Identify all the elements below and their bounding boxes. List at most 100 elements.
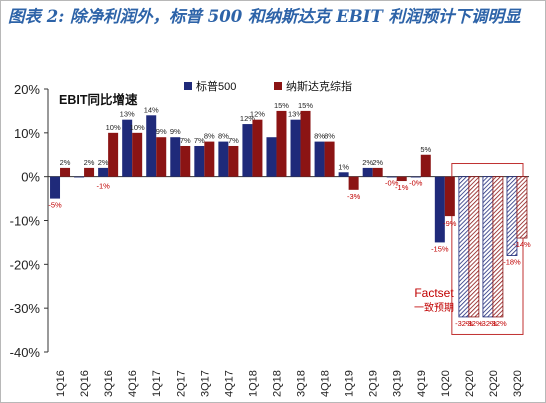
- x-tick-label: 4Q19: [416, 370, 428, 397]
- bar-sp500: [482, 176, 494, 318]
- bar-nasdaq: [444, 176, 455, 217]
- data-label-nasdaq: 8%: [324, 132, 335, 141]
- data-label-nasdaq: -3%: [347, 192, 361, 201]
- data-label-sp500: 13%: [120, 110, 135, 119]
- data-label-nasdaq: -32%: [465, 319, 483, 328]
- bar-sp500: [458, 176, 470, 318]
- bar-nasdaq: [84, 167, 95, 177]
- x-tick-label: 2Q20: [488, 370, 500, 397]
- annotation-factset: Factset: [414, 286, 454, 300]
- bar-sp500: [74, 176, 85, 178]
- data-label-extra: -1%: [96, 182, 110, 191]
- bar-sp500: [314, 141, 325, 177]
- legend-swatch-nasdaq: [274, 82, 282, 90]
- data-label-sp500: 8%: [314, 132, 325, 141]
- bar-nasdaq: [108, 132, 119, 177]
- y-tick-label: 10%: [14, 126, 40, 141]
- forecast-highlight-box: [451, 163, 524, 335]
- bar-sp500: [266, 137, 277, 177]
- data-label-nasdaq: -32%: [489, 319, 507, 328]
- bar-sp500: [146, 115, 157, 177]
- data-label-sp500: 14%: [144, 105, 159, 114]
- bar-sp500: [386, 176, 397, 178]
- bar-sp500: [194, 145, 205, 177]
- data-label-sp500: -0%: [409, 179, 423, 188]
- legend-swatch-sp500: [184, 82, 192, 90]
- y-tick-label: 0%: [21, 170, 40, 185]
- data-label-nasdaq: 10%: [130, 123, 145, 132]
- bar-nasdaq: [156, 137, 167, 177]
- bar-sp500: [218, 141, 229, 177]
- x-tick-label: 2Q19: [368, 370, 380, 397]
- x-tick-label: 2Q20: [464, 370, 476, 397]
- data-label-sp500: -5%: [48, 201, 62, 210]
- data-label-nasdaq: 12%: [250, 110, 265, 119]
- data-label-sp500: 1%: [338, 162, 349, 171]
- x-tick-label: 1Q16: [55, 370, 67, 397]
- x-tick-label: 3Q18: [296, 370, 308, 397]
- data-label-sp500: -15%: [431, 244, 449, 253]
- x-tick-label: 2Q18: [271, 370, 283, 397]
- y-tick-label: 20%: [14, 82, 40, 97]
- bar-sp500: [362, 167, 373, 177]
- x-tick-label: 1Q20: [440, 370, 452, 397]
- data-label-nasdaq: 2%: [84, 158, 95, 167]
- data-label-nasdaq: 8%: [204, 132, 215, 141]
- data-label-nasdaq: 2%: [60, 158, 71, 167]
- data-label-nasdaq: 15%: [274, 101, 289, 110]
- annotation-consensus: 一致预期: [414, 301, 454, 314]
- x-tick-label: 1Q19: [344, 370, 356, 397]
- bar-nasdaq: [276, 110, 287, 177]
- x-tick-label: 4Q18: [320, 370, 332, 397]
- y-tick-label: -30%: [10, 301, 41, 316]
- bar-nasdaq: [492, 176, 504, 318]
- data-label-sp500: 7%: [194, 136, 205, 145]
- figure-title: 图表 2: 除净利润外，标普 500 和纳斯达克 EBIT 利润预计下调明显: [8, 7, 521, 26]
- bar-nasdaq: [180, 145, 191, 177]
- x-tick-label: 4Q16: [127, 370, 139, 397]
- bar-sp500: [98, 167, 109, 177]
- bar-nasdaq: [228, 145, 239, 177]
- x-tick-label: 4Q17: [223, 370, 235, 397]
- data-label-sp500: 2%: [98, 158, 109, 167]
- bar-nasdaq: [324, 141, 335, 177]
- x-tick-label: 3Q20: [512, 370, 524, 397]
- x-tick-label: 1Q18: [247, 370, 259, 397]
- bar-nasdaq: [348, 176, 359, 190]
- data-label-nasdaq: 7%: [180, 136, 191, 145]
- bar-nasdaq: [252, 119, 263, 177]
- data-label-nasdaq: -9%: [443, 219, 457, 228]
- data-label-sp500: -32%: [455, 319, 473, 328]
- data-label-nasdaq: 5%: [420, 145, 431, 154]
- bar-sp500: [338, 172, 349, 177]
- data-label-nasdaq: 10%: [106, 123, 121, 132]
- x-tick-label: 3Q19: [392, 370, 404, 397]
- bar-sp500: [290, 119, 301, 177]
- x-tick-label: 3Q16: [103, 370, 115, 397]
- data-label-sp500: 9%: [170, 127, 181, 136]
- y-tick-label: -20%: [10, 257, 41, 272]
- legend-label-nasdaq: 纳斯达克综指: [286, 79, 352, 93]
- data-label-nasdaq: -1%: [395, 183, 409, 192]
- x-tick-label: 1Q17: [151, 370, 163, 397]
- data-label-nasdaq: 9%: [156, 127, 167, 136]
- chart-title: EBIT同比增速: [59, 92, 138, 107]
- data-label-sp500: 2%: [362, 158, 373, 167]
- bar-nasdaq: [468, 176, 480, 318]
- legend-label-sp500: 标普500: [196, 79, 236, 93]
- bar-sp500: [410, 176, 421, 178]
- bar-sp500: [242, 124, 253, 177]
- bar-nasdaq: [132, 132, 143, 177]
- x-tick-label: 2Q17: [175, 370, 187, 397]
- data-label-nasdaq: -14%: [513, 240, 531, 249]
- data-label-sp500: -0%: [385, 179, 399, 188]
- data-label-nasdaq: 2%: [372, 158, 383, 167]
- bar-sp500: [434, 176, 445, 243]
- bar-nasdaq: [396, 176, 407, 182]
- x-tick-label: 2Q16: [79, 370, 91, 397]
- x-tick-label: 3Q17: [199, 370, 211, 397]
- y-tick-label: -10%: [10, 214, 41, 229]
- bar-nasdaq: [420, 154, 431, 177]
- bar-sp500: [122, 119, 133, 177]
- bar-sp500: [50, 176, 61, 199]
